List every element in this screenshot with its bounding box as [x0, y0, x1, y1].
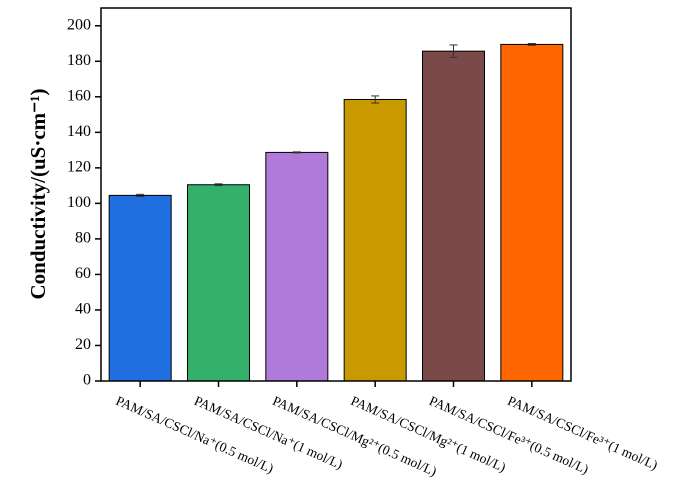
bar — [422, 50, 485, 382]
y-tick-label: 100 — [67, 194, 91, 211]
y-axis-title: Conductivity/(uS·cm⁻¹) — [26, 88, 50, 299]
bar — [343, 98, 407, 382]
bar — [108, 194, 172, 382]
y-tick-label: 0 — [83, 372, 91, 389]
plot-frame — [100, 7, 572, 382]
y-tick-label: 120 — [67, 159, 91, 176]
y-tick-label: 160 — [67, 87, 91, 104]
bar — [265, 151, 329, 382]
y-tick-label: 20 — [75, 336, 91, 353]
y-tick-label: 40 — [75, 301, 91, 318]
bar — [500, 43, 564, 382]
y-tick-label: 60 — [75, 265, 91, 282]
bar — [187, 184, 250, 382]
y-tick-label: 180 — [67, 52, 91, 69]
y-tick-label: 200 — [67, 16, 91, 33]
y-tick-label: 140 — [67, 123, 91, 140]
y-tick-label: 80 — [75, 230, 91, 247]
